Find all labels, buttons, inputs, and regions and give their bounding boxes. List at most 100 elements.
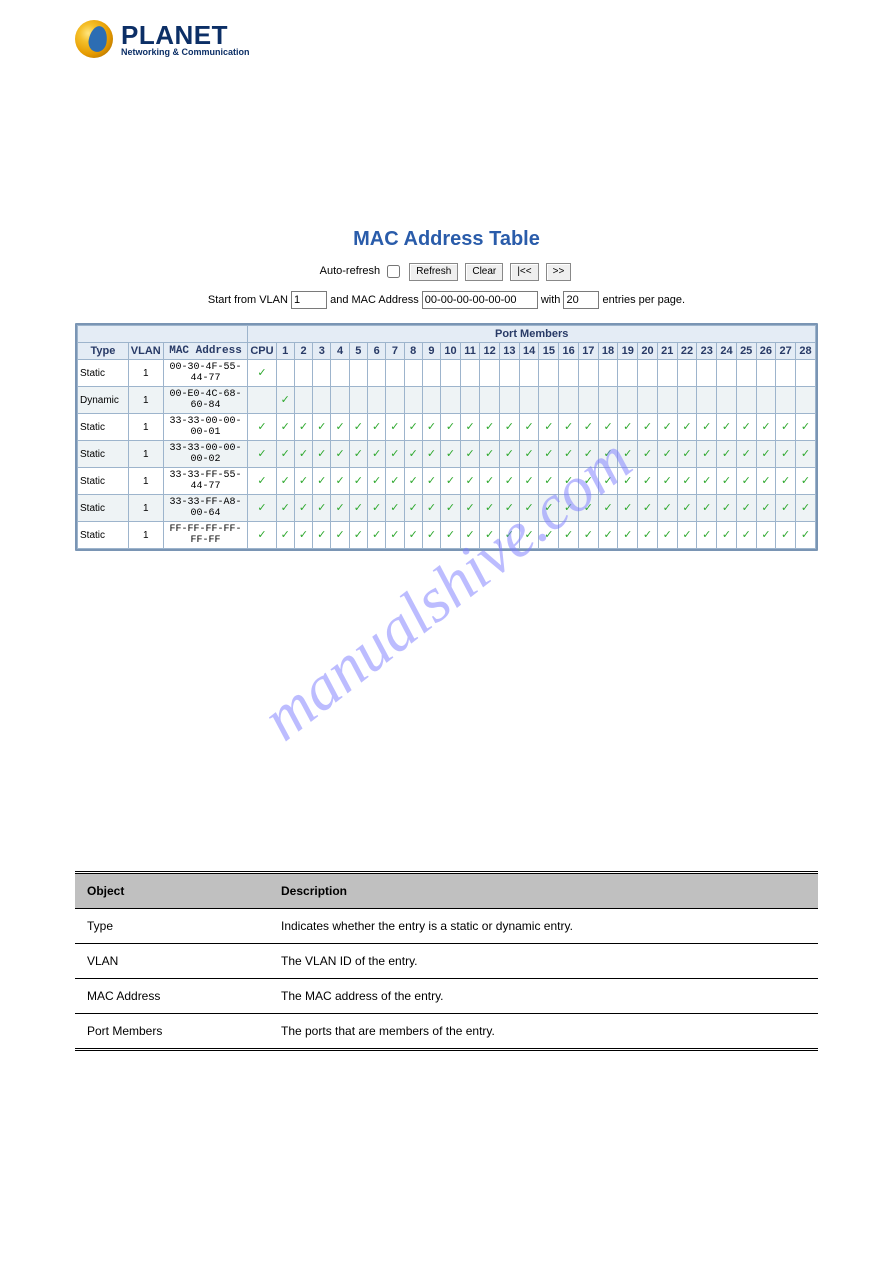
cell-port-10 <box>441 387 461 414</box>
first-page-button[interactable]: |<< <box>510 263 538 281</box>
check-icon: ✓ <box>722 529 731 541</box>
cell-port-4: ✓ <box>331 495 349 522</box>
cell-port-3 <box>313 360 331 387</box>
check-icon: ✓ <box>525 502 534 514</box>
table-row: Static1FF-FF-FF-FF-FF-FF✓✓✓✓✓✓✓✓✓✓✓✓✓✓✓✓… <box>78 522 816 549</box>
cell-port-27: ✓ <box>776 468 796 495</box>
cell-port-18 <box>598 387 618 414</box>
check-icon: ✓ <box>584 448 593 460</box>
header-mac: MAC Address <box>163 343 248 360</box>
check-icon: ✓ <box>564 448 573 460</box>
cell-port-26: ✓ <box>756 522 776 549</box>
check-icon: ✓ <box>623 421 632 433</box>
cell-port-27: ✓ <box>776 441 796 468</box>
legend-description: Indicates whether the entry is a static … <box>269 909 818 944</box>
cell-cpu: ✓ <box>248 414 276 441</box>
cell-cpu: ✓ <box>248 495 276 522</box>
cell-port-24: ✓ <box>717 414 737 441</box>
cell-port-23 <box>697 387 717 414</box>
check-icon: ✓ <box>299 529 308 541</box>
check-icon: ✓ <box>390 421 399 433</box>
cell-port-15: ✓ <box>539 441 559 468</box>
header-port-8: 8 <box>404 343 422 360</box>
cell-port-16: ✓ <box>559 441 579 468</box>
table-row: Static133-33-00-00-00-01✓✓✓✓✓✓✓✓✓✓✓✓✓✓✓✓… <box>78 414 816 441</box>
check-icon: ✓ <box>801 421 810 433</box>
cell-port-11 <box>460 360 479 387</box>
cell-port-20 <box>638 387 658 414</box>
filter-with: with <box>541 294 561 306</box>
check-icon: ✓ <box>761 529 770 541</box>
cell-port-17 <box>578 387 598 414</box>
cell-port-10: ✓ <box>441 495 461 522</box>
cell-port-1: ✓ <box>276 441 294 468</box>
next-page-button[interactable]: >> <box>546 263 572 281</box>
cell-port-27: ✓ <box>776 495 796 522</box>
cell-port-12 <box>480 387 500 414</box>
cell-port-3: ✓ <box>313 495 331 522</box>
clear-button[interactable]: Clear <box>465 263 503 281</box>
cell-port-2: ✓ <box>294 495 312 522</box>
cell-port-19: ✓ <box>618 468 638 495</box>
refresh-button[interactable]: Refresh <box>409 263 458 281</box>
check-icon: ✓ <box>465 502 474 514</box>
cell-port-7 <box>386 387 404 414</box>
cell-port-7 <box>386 360 404 387</box>
check-icon: ✓ <box>722 475 731 487</box>
check-icon: ✓ <box>354 502 363 514</box>
cell-port-21: ✓ <box>657 468 677 495</box>
check-icon: ✓ <box>354 475 363 487</box>
check-icon: ✓ <box>257 529 266 541</box>
header-port-1: 1 <box>276 343 294 360</box>
header-port-12: 12 <box>480 343 500 360</box>
cell-port-20: ✓ <box>638 495 658 522</box>
check-icon: ✓ <box>485 502 494 514</box>
cell-port-24: ✓ <box>717 441 737 468</box>
cell-port-4 <box>331 387 349 414</box>
cell-port-17: ✓ <box>578 441 598 468</box>
cell-port-11 <box>460 387 479 414</box>
check-icon: ✓ <box>372 502 381 514</box>
cell-cpu: ✓ <box>248 522 276 549</box>
cell-port-16: ✓ <box>559 522 579 549</box>
cell-cpu: ✓ <box>248 360 276 387</box>
count-input[interactable] <box>563 291 599 309</box>
cell-port-13: ✓ <box>500 468 520 495</box>
check-icon: ✓ <box>643 529 652 541</box>
legend-row: VLANThe VLAN ID of the entry. <box>75 944 818 979</box>
check-icon: ✓ <box>603 502 612 514</box>
header-port-members: Port Members <box>248 326 816 343</box>
cell-port-6: ✓ <box>367 468 385 495</box>
check-icon: ✓ <box>742 475 751 487</box>
header-port-26: 26 <box>756 343 776 360</box>
check-icon: ✓ <box>446 448 455 460</box>
check-icon: ✓ <box>427 529 436 541</box>
legend-row: Port MembersThe ports that are members o… <box>75 1014 818 1050</box>
cell-port-25: ✓ <box>736 414 756 441</box>
check-icon: ✓ <box>584 529 593 541</box>
check-icon: ✓ <box>544 421 553 433</box>
cell-port-1: ✓ <box>276 414 294 441</box>
vlan-input[interactable] <box>291 291 327 309</box>
check-icon: ✓ <box>354 529 363 541</box>
check-icon: ✓ <box>742 421 751 433</box>
mac-input[interactable] <box>422 291 538 309</box>
check-icon: ✓ <box>702 529 711 541</box>
cell-port-15: ✓ <box>539 468 559 495</box>
auto-refresh-checkbox[interactable] <box>387 265 400 278</box>
filter-prefix: Start from VLAN <box>208 294 288 306</box>
check-icon: ✓ <box>742 448 751 460</box>
check-icon: ✓ <box>390 448 399 460</box>
check-icon: ✓ <box>335 502 344 514</box>
check-icon: ✓ <box>372 421 381 433</box>
check-icon: ✓ <box>409 448 418 460</box>
header-port-18: 18 <box>598 343 618 360</box>
cell-port-13: ✓ <box>500 495 520 522</box>
check-icon: ✓ <box>781 421 790 433</box>
cell-port-5: ✓ <box>349 441 367 468</box>
table-row: Dynamic100-E0-4C-68-60-84✓ <box>78 387 816 414</box>
check-icon: ✓ <box>505 475 514 487</box>
controls-row: Auto-refresh Refresh Clear |<< >> <box>75 263 818 281</box>
cell-port-28: ✓ <box>796 414 816 441</box>
cell-port-9: ✓ <box>422 495 440 522</box>
